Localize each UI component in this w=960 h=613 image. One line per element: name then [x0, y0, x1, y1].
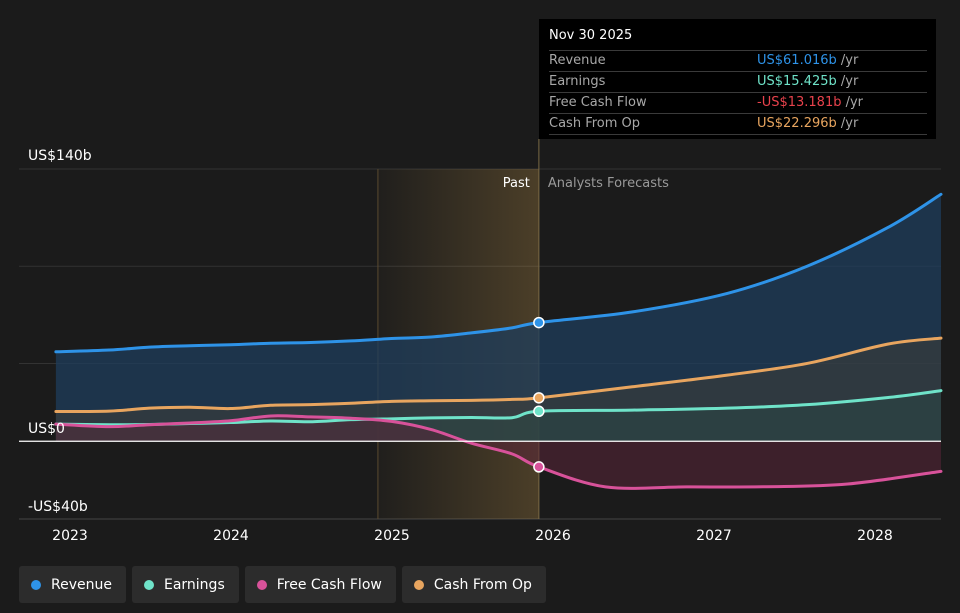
past-label: Past [503, 176, 530, 191]
legend-item-earnings[interactable]: Earnings [131, 566, 239, 603]
tooltip-row-cash-from-op: Cash From Op US$22.296b /yr [549, 113, 927, 135]
tooltip-unit: /yr [840, 116, 859, 131]
tooltip-label: Cash From Op [549, 116, 641, 131]
chart-legend: Revenue Earnings Free Cash Flow Cash Fro… [19, 566, 546, 603]
legend-dot [31, 579, 41, 590]
area-revenue [55, 194, 941, 442]
x-tick-label: 2024 [213, 528, 249, 544]
x-tick-label: 2025 [374, 528, 410, 544]
y-tick-label: US$140b [28, 148, 92, 164]
legend-dot [143, 579, 154, 590]
y-tick-label: -US$40b [28, 499, 88, 515]
tooltip-value: US$22.296b [757, 116, 837, 131]
legend-item-free-cash-flow[interactable]: Free Cash Flow [244, 566, 396, 603]
legend-label: Cash From Op [433, 576, 532, 593]
tooltip-unit: /yr [840, 74, 859, 89]
x-tick-label: 2023 [52, 528, 88, 544]
legend-dot [413, 579, 424, 590]
tooltip-date: Nov 30 2025 [549, 28, 633, 43]
legend-dot [256, 579, 267, 590]
tooltip-row-free-cash-flow: Free Cash Flow -US$13.181b /yr [549, 92, 927, 113]
hover-tooltip: Nov 30 2025 Revenue US$61.016b /yr Earni… [539, 19, 936, 139]
tooltip-label: Earnings [549, 74, 606, 89]
tooltip-unit: /yr [840, 53, 859, 68]
marker-free-cash-flow [533, 461, 545, 473]
tooltip-label: Revenue [549, 53, 606, 68]
line-cash-from-op [54, 336, 943, 413]
x-tick-label: 2028 [857, 528, 893, 544]
x-tick-label: 2026 [535, 528, 571, 544]
marker-revenue [533, 316, 545, 329]
area-free-cash-flow [55, 415, 941, 489]
legend-item-revenue[interactable]: Revenue [19, 566, 126, 603]
x-tick-label: 2027 [696, 528, 732, 544]
legend-label: Revenue [51, 576, 112, 593]
legend-label: Free Cash Flow [276, 576, 382, 593]
legend-label: Earnings [163, 576, 225, 593]
forecast-label: Analysts Forecasts [548, 176, 669, 191]
legend-item-cash-from-op[interactable]: Cash From Op [401, 566, 546, 603]
marker-cash-from-op [533, 392, 545, 404]
tooltip-row-revenue: Revenue US$61.016b /yr [549, 50, 927, 71]
tooltip-unit: /yr [845, 95, 864, 110]
y-tick-label: US$0 [28, 421, 65, 437]
line-revenue [54, 192, 943, 354]
line-free-cash-flow [54, 414, 943, 490]
tooltip-value: -US$13.181b [757, 95, 842, 110]
tooltip-value: US$61.016b [757, 53, 837, 68]
tooltip-value: US$15.425b [757, 74, 837, 89]
marker-earnings [533, 405, 545, 418]
tooltip-rows: Revenue US$61.016b /yr Earnings US$15.42… [549, 50, 927, 135]
tooltip-label: Free Cash Flow [549, 95, 647, 110]
tooltip-row-earnings: Earnings US$15.425b /yr [549, 71, 927, 92]
